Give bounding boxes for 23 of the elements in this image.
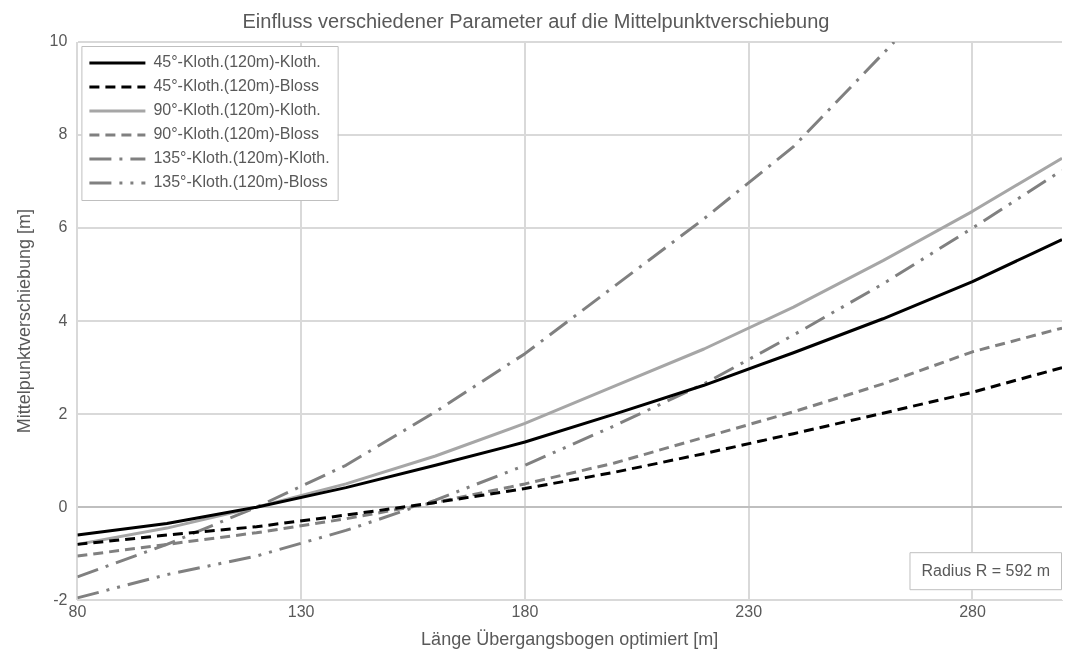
y-tick-label: 10 [49, 32, 68, 50]
x-tick-label: 230 [735, 603, 763, 621]
y-tick-label: 4 [58, 311, 68, 329]
y-tick-label: 0 [58, 497, 68, 515]
legend-label: 90°-Kloth.(120m)-Kloth. [153, 101, 321, 119]
x-tick-label: 130 [287, 603, 315, 621]
legend-label: 45°-Kloth.(120m)-Kloth. [153, 53, 321, 71]
x-tick-label: 280 [959, 603, 986, 621]
legend-label: 45°-Kloth.(120m)-Bloss [153, 77, 319, 95]
y-tick-label: -2 [53, 590, 68, 608]
legend-label: 90°-Kloth.(120m)-Bloss [153, 125, 319, 143]
x-axis-title: Länge Übergangsbogen optimiert [m] [421, 629, 719, 650]
y-tick-label: 8 [58, 125, 68, 143]
annotation: Radius R = 592 m [921, 561, 1051, 579]
y-tick-label: 2 [58, 404, 68, 422]
line-series [77, 366, 1062, 546]
x-tick-label: 80 [68, 603, 87, 621]
x-tick-label: 180 [511, 603, 539, 621]
y-tick-label: 6 [58, 218, 68, 236]
legend-label: 135°-Kloth.(120m)-Kloth. [153, 149, 330, 167]
chart-title: Einfluss verschiedener Parameter auf die Mittelpunktverschiebung [242, 9, 830, 32]
y-axis-title: Mittelpunktverschiebung [m] [13, 209, 34, 434]
legend-label: 135°-Kloth.(120m)-Bloss [153, 173, 328, 191]
